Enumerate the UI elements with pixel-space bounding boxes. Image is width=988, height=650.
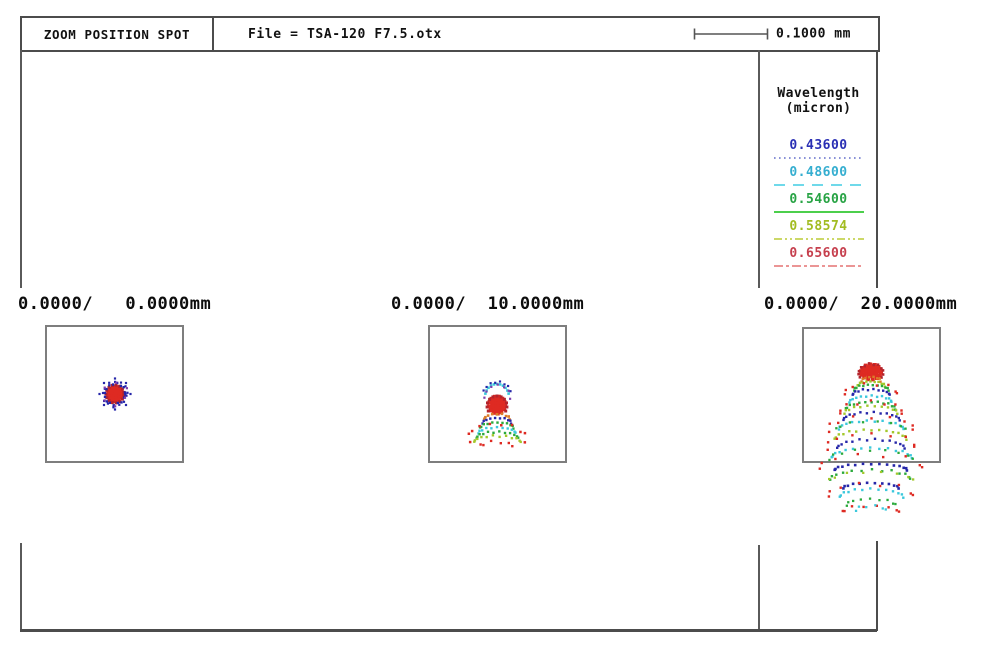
window-title: ZOOM POSITION SPOT xyxy=(22,18,214,50)
spot-box-20mm xyxy=(802,327,941,463)
scale-bar-label: 0.1000 mm xyxy=(776,26,851,42)
legend-subtitle: (micron) xyxy=(785,101,852,116)
legend-entry: 0.48600 xyxy=(760,166,877,187)
frame-left-lower xyxy=(20,543,22,631)
wavelength-line-sample xyxy=(773,265,864,267)
legend-entry: 0.65600 xyxy=(760,247,877,268)
wavelength-line-sample xyxy=(773,211,864,213)
legend-entry: 0.54600 xyxy=(760,193,877,214)
legend-entry: 0.43600 xyxy=(760,139,877,160)
legend-divider-upper xyxy=(758,50,760,288)
header-bar: ZOOM POSITION SPOT File = TSA-120 F7.5.o… xyxy=(20,16,880,52)
wavelength-legend: Wavelength (micron) 0.43600 0.48600 0.5460… xyxy=(760,50,877,274)
field-position-label-1: 0.0000/ 0.0000mm xyxy=(18,294,212,314)
scale-bar-icon xyxy=(693,28,769,40)
legend-divider-lower xyxy=(758,545,760,631)
wavelength-line-sample xyxy=(773,184,864,186)
field-position-label-3: 0.0000/ 20.0000mm xyxy=(764,294,958,314)
wavelength-line-sample xyxy=(773,157,864,159)
wavelength-value: 0.48600 xyxy=(789,165,848,180)
wavelength-value: 0.58574 xyxy=(789,219,848,234)
frame-right-lower xyxy=(875,541,878,631)
legend-entry: 0.58574 xyxy=(760,220,877,241)
frame-left-upper xyxy=(20,50,22,288)
wavelength-value: 0.54600 xyxy=(789,192,848,207)
wavelength-value: 0.65600 xyxy=(789,246,848,261)
field-position-label-2: 0.0000/ 10.0000mm xyxy=(391,294,585,314)
frame-bottom xyxy=(20,629,877,632)
wavelength-line-sample xyxy=(773,238,864,240)
frame-right-upper xyxy=(875,50,878,288)
legend-entries: 0.43600 0.48600 0.54600 0.58574 0.65600 xyxy=(760,139,877,268)
spot-box-10mm xyxy=(428,325,567,463)
scale-bar: 0.1000 mm xyxy=(672,18,878,50)
legend-title: Wavelength xyxy=(777,86,860,101)
wavelength-value: 0.43600 xyxy=(789,138,848,153)
file-label: File = TSA-120 F7.5.otx xyxy=(248,26,442,42)
spot-box-on-axis xyxy=(45,325,184,463)
